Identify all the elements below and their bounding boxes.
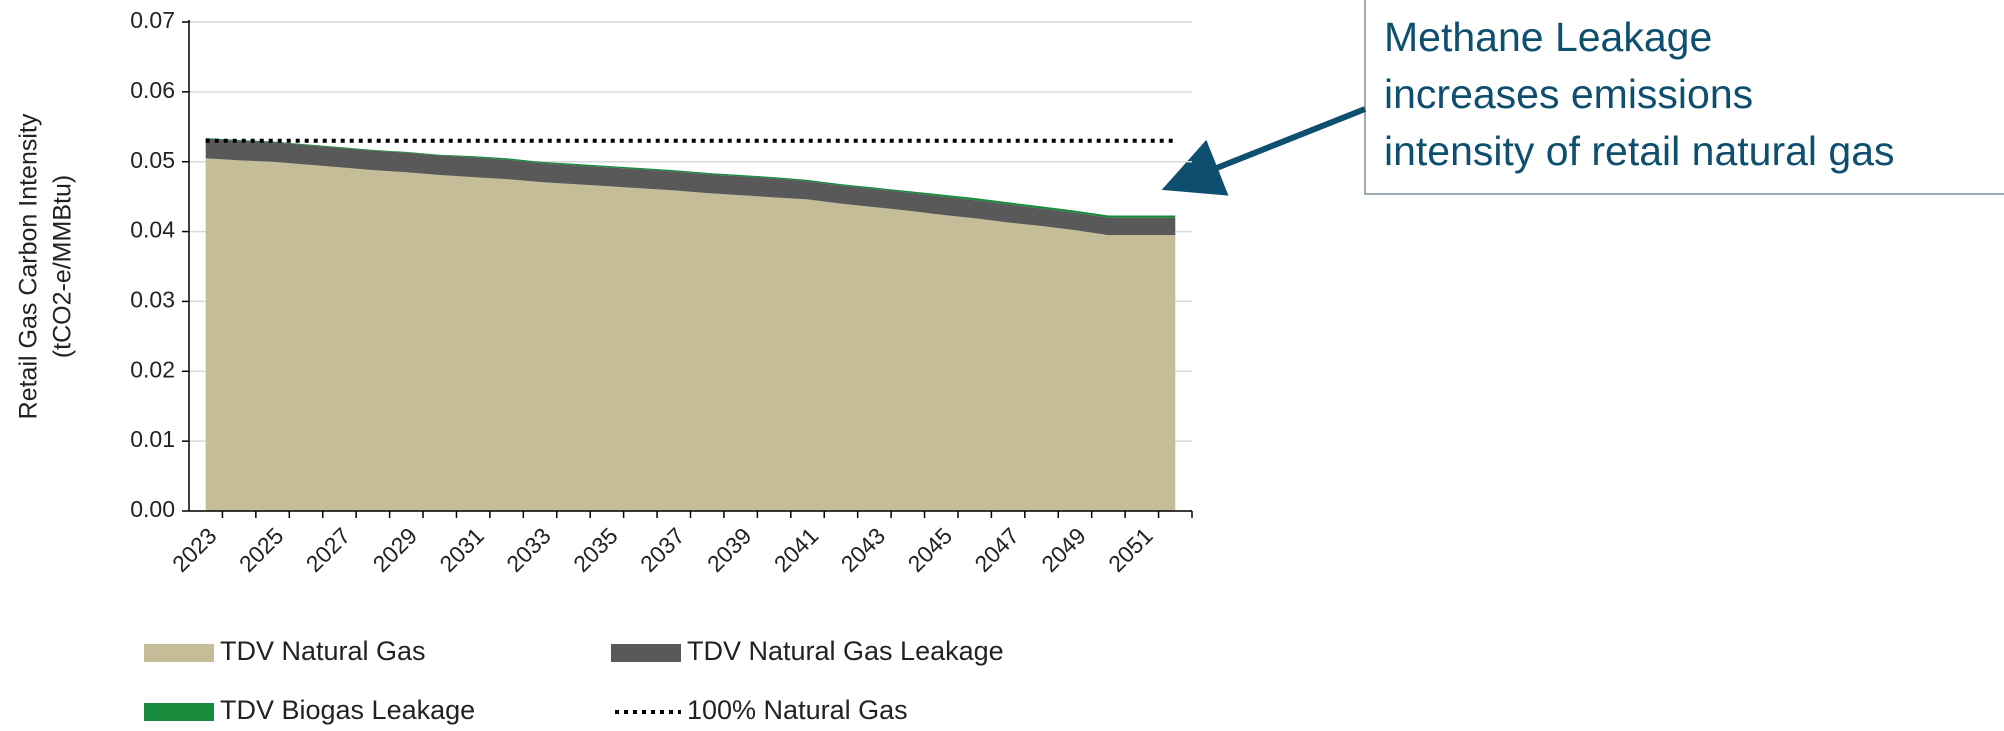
x-tick-label: 2031 [434, 522, 489, 577]
legend-label: TDV Natural Gas Leakage [687, 636, 1004, 666]
x-tick-label: 2043 [836, 522, 891, 577]
x-tick-label: 2047 [969, 522, 1024, 577]
x-tick-label: 2029 [368, 522, 423, 577]
x-tick-label: 2051 [1103, 522, 1158, 577]
x-tick-label: 2027 [301, 522, 356, 577]
x-tick-label: 2039 [702, 522, 757, 577]
annotation-text: intensity of retail natural gas [1384, 128, 1895, 174]
annotation-text: Methane Leakage [1384, 14, 1712, 60]
x-tick-label: 2025 [234, 522, 289, 577]
y-tick-label: 0.03 [130, 287, 175, 313]
y-tick-label: 0.07 [130, 7, 175, 33]
y-tick-label: 0.06 [130, 77, 175, 103]
x-tick-label: 2037 [635, 522, 690, 577]
legend-swatch [144, 703, 214, 721]
legend-label: 100% Natural Gas [687, 695, 908, 725]
annotation-arrow [1161, 106, 1367, 196]
x-tick-label: 2035 [568, 522, 623, 577]
area [205, 138, 1176, 236]
y-axis-label: Retail Gas Carbon Intensity [15, 113, 43, 419]
legend-label: TDV Natural Gas [220, 636, 426, 666]
y-tick-label: 0.01 [130, 426, 175, 452]
y-tick-label: 0.05 [130, 147, 175, 173]
y-tick-label: 0.02 [130, 356, 175, 382]
legend-swatch [611, 644, 681, 662]
y-tick-label: 0.04 [130, 217, 175, 243]
x-tick-label: 2033 [501, 522, 556, 577]
x-tick-label: 2045 [903, 522, 958, 577]
legend-swatch [144, 644, 214, 662]
x-tick-label: 2049 [1036, 522, 1091, 577]
annotation-box [1364, 0, 2004, 195]
area [205, 158, 1176, 511]
y-tick-label: 0.00 [130, 496, 175, 522]
x-tick-label: 2041 [769, 522, 824, 577]
annotation-text: increases emissions [1384, 71, 1753, 117]
y-axis-label: (tCO2-e/MMBtu) [49, 175, 77, 358]
legend-label: TDV Biogas Leakage [220, 695, 475, 725]
x-tick-label: 2023 [167, 522, 222, 577]
